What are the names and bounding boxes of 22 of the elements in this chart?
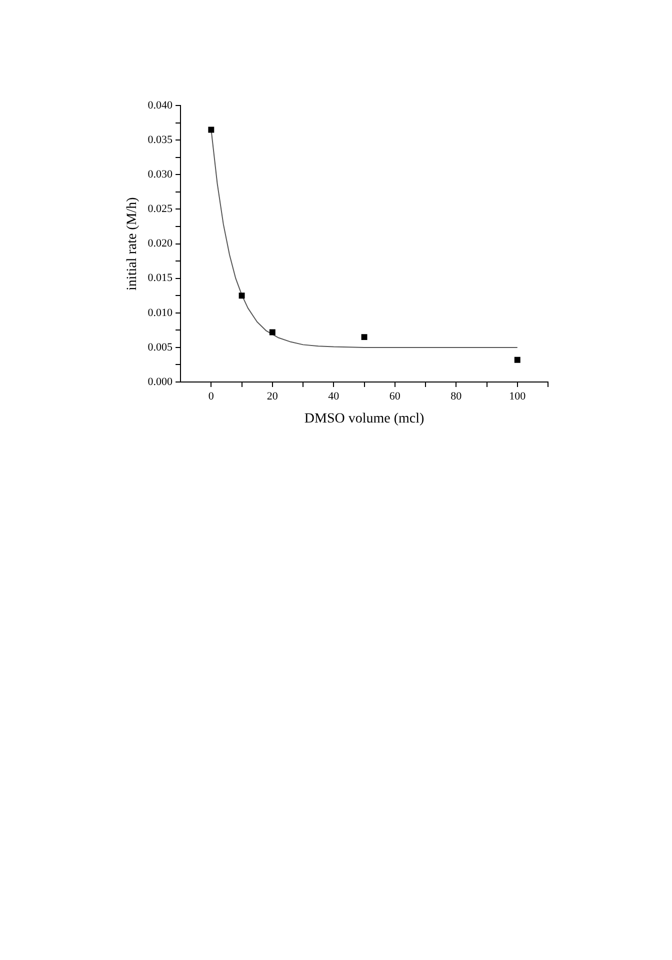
point [514, 356, 520, 363]
y-tick-label: 0.020 [148, 238, 174, 250]
y-tick-label: 0.000 [148, 376, 174, 388]
y-tick-label: 0.015 [148, 272, 174, 284]
point [269, 329, 276, 336]
y-axis-title: initial rate (M/h) [125, 196, 140, 290]
y-tick-label: 0.040 [148, 99, 174, 112]
point [208, 126, 214, 133]
x-tick-label: 60 [389, 390, 401, 402]
x-axis-title: DMSO volume (mcl) [304, 411, 424, 426]
x-tick-label: 20 [266, 390, 278, 402]
x-tick-label: 80 [450, 390, 462, 402]
x-tick-label: 40 [328, 390, 340, 402]
point [361, 334, 368, 340]
y-tick-label: 0.010 [148, 306, 174, 319]
y-tick-label: 0.025 [148, 203, 174, 216]
point [238, 292, 245, 299]
y-tick-label: 0.005 [148, 341, 174, 354]
x-tick-label: 0 [208, 390, 214, 402]
y-tick-label: 0.030 [148, 168, 174, 181]
y-tick-label: 0.035 [148, 134, 174, 146]
x-tick-label: 100 [509, 390, 526, 402]
